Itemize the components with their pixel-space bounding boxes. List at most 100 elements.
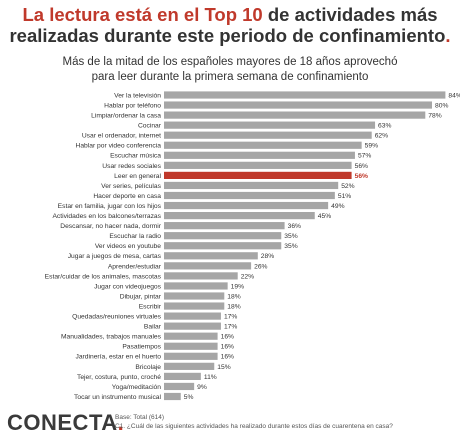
base-note: Base: Total (614) [115, 414, 165, 421]
value-label: 63% [378, 123, 391, 130]
bar [164, 161, 352, 169]
bar [164, 342, 218, 350]
headline-period: . [445, 25, 451, 46]
value-label: 17% [224, 324, 237, 331]
bar [164, 222, 285, 230]
bar [164, 362, 215, 370]
logo-dot: . [117, 410, 125, 435]
bar [164, 382, 195, 391]
bar-highlighted [164, 171, 352, 179]
category-label: Escuchar la radio [109, 233, 161, 240]
category-label: Descansar, no hacer nada, dormir [60, 223, 162, 230]
value-label: 35% [284, 243, 297, 250]
bar [164, 201, 329, 210]
value-label: 56% [355, 173, 368, 180]
value-label: 16% [221, 344, 234, 351]
headline-highlight: La lectura está en el Top 10 [22, 4, 263, 25]
category-label: Hablar por teléfono [104, 102, 161, 109]
value-label: 49% [331, 203, 344, 210]
category-label: Bricolaje [135, 364, 161, 371]
category-label: Estar/cuidar de los animales, mascotas [45, 273, 162, 280]
category-label: Tocar un instrumento musical [74, 394, 161, 401]
conecta-logo: CONECTA. [7, 410, 124, 436]
category-label: Jugar a juegos de mesa, cartas [68, 253, 162, 260]
category-label: Hacer deporte en casa [93, 193, 161, 200]
value-label: 5% [184, 394, 194, 401]
bar [164, 101, 432, 109]
category-label: Jardinería, estar en el huerto [75, 354, 161, 361]
value-label: 18% [227, 293, 240, 300]
category-label: Dibujar, pintar [120, 293, 162, 300]
value-label: 57% [358, 153, 371, 160]
value-label: 59% [365, 143, 378, 150]
category-label: Bailar [144, 324, 162, 331]
category-label: Escuchar música [110, 153, 161, 160]
headline: La lectura está en el Top 10 de activida… [0, 4, 460, 46]
category-label: Quedadas/reuniones virtuales [72, 314, 162, 321]
bar [164, 392, 181, 401]
chart-subtitle: Más de la mitad de los españoles mayores… [0, 55, 460, 85]
bar [164, 131, 372, 139]
bar [164, 111, 426, 119]
category-label: Usar redes sociales [102, 163, 161, 170]
value-label: 26% [254, 263, 267, 270]
bar [164, 91, 446, 99]
bar [164, 262, 252, 270]
bar [164, 212, 315, 220]
value-label: 15% [217, 364, 230, 371]
value-label: 19% [231, 283, 244, 290]
value-label: 62% [375, 133, 388, 140]
category-label: Tejer, costura, punto, croché [77, 374, 161, 381]
category-label: Jugar con videojuegos [94, 283, 162, 290]
bar [164, 232, 282, 240]
category-label: Yoga/meditación [112, 384, 161, 391]
value-label: 52% [341, 183, 354, 190]
value-label: 17% [224, 314, 237, 321]
bar [164, 322, 221, 330]
bar [164, 282, 228, 290]
footer-notes: Base: Total (614) C1. ¿Cuál de las sigui… [115, 413, 393, 431]
value-label: 18% [227, 303, 240, 310]
value-label: 16% [221, 354, 234, 361]
bar [164, 312, 221, 320]
subtitle-line2: para leer durante la primera semana de c… [91, 71, 369, 83]
category-label: Ver videos en youtube [95, 243, 161, 250]
bar [164, 352, 218, 360]
bar [164, 141, 362, 149]
value-label: 36% [288, 223, 301, 230]
headline-line2: realizadas durante este periodo de confi… [9, 25, 446, 46]
category-label: Usar el ordenador, internet [82, 133, 161, 140]
value-label: 28% [261, 253, 274, 260]
value-label: 78% [428, 113, 441, 120]
bar [164, 181, 339, 190]
value-label: 84% [448, 92, 460, 99]
category-label: Estar en familia, jugar con los hijos [58, 203, 162, 210]
bar [164, 292, 225, 300]
bar [164, 242, 282, 250]
question-note: C1. ¿Cuál de las siguientes actividades … [115, 423, 393, 430]
category-label: Limpiar/ordenar la casa [91, 113, 161, 120]
headline-rest-line1: de actividades más [262, 4, 438, 25]
logo-text: CONECTA [7, 410, 118, 435]
bar [164, 151, 355, 159]
category-label: Manualidades, trabajos manuales [61, 334, 162, 341]
value-label: 11% [204, 374, 217, 381]
value-label: 45% [318, 213, 331, 220]
category-label: Ver series, películas [101, 183, 162, 190]
category-label: Pasatiempos [122, 344, 161, 351]
bar [164, 121, 376, 129]
subtitle-line1: Más de la mitad de los españoles mayores… [62, 56, 398, 68]
bar [164, 332, 218, 340]
value-label: 22% [241, 273, 254, 280]
value-label: 9% [197, 384, 207, 391]
value-label: 51% [338, 193, 351, 200]
bar [164, 191, 335, 200]
bar [164, 302, 225, 310]
category-label: Actividades en los balcones/terrazas [52, 213, 161, 220]
bar [164, 372, 201, 380]
value-label: 35% [284, 233, 297, 240]
value-label: 80% [435, 102, 448, 109]
category-label: Escribir [139, 303, 162, 310]
category-label: Cocinar [138, 123, 162, 130]
